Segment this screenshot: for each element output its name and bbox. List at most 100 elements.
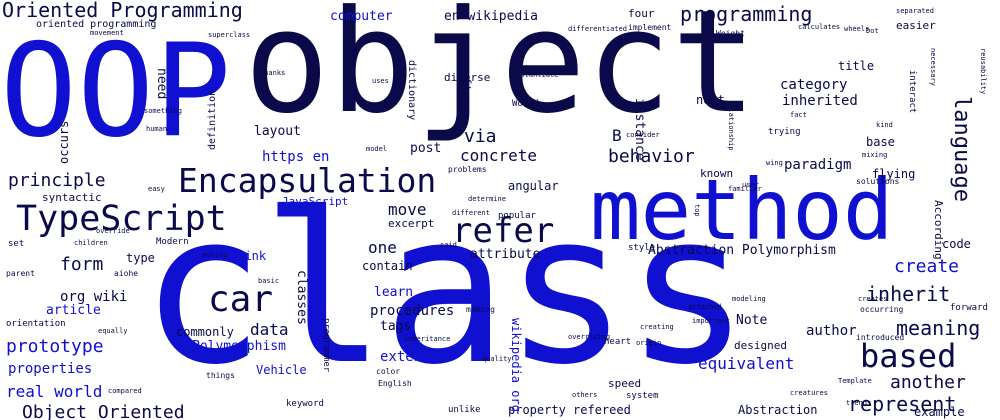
word-oop: OOP bbox=[0, 17, 232, 166]
word-data: data bbox=[250, 320, 289, 339]
word-computer: computer bbox=[330, 9, 393, 24]
word-definition: definition bbox=[207, 89, 218, 150]
word-attached: attached bbox=[688, 303, 722, 311]
word-via: via bbox=[464, 126, 497, 147]
word-programming: programming bbox=[680, 2, 813, 26]
word-https-en: https en bbox=[262, 149, 330, 165]
word-reusability: reusability bbox=[979, 48, 987, 95]
word-system: system bbox=[626, 391, 659, 401]
word-dot: Dot bbox=[866, 27, 879, 35]
word-represent: represent bbox=[848, 392, 957, 416]
word-unlike: unlike bbox=[448, 405, 481, 415]
word-instantiate: instantiate bbox=[512, 71, 559, 79]
word-flying: flying bbox=[872, 167, 916, 181]
word-user: user bbox=[742, 181, 759, 189]
word-introduced: introduced bbox=[856, 333, 905, 342]
word-moving: moving bbox=[202, 251, 228, 259]
word-template: Template bbox=[838, 377, 872, 385]
word-learn: learn bbox=[374, 285, 414, 300]
word-article: article bbox=[46, 303, 101, 318]
word-layout: layout bbox=[254, 124, 301, 139]
word-compared: compared bbox=[108, 387, 142, 395]
word-model: model bbox=[366, 145, 388, 153]
word-abstraction: Abstraction bbox=[738, 403, 818, 417]
word-syntactic: syntactic bbox=[42, 191, 102, 204]
word-abstraction-polymorphism: Abstraction Polymorphism bbox=[648, 243, 836, 258]
word-set: set bbox=[8, 239, 25, 249]
word-keyword: keyword bbox=[286, 399, 324, 409]
word-occurring: occurring bbox=[860, 305, 904, 314]
word-object-oriented: Object Oriented bbox=[22, 402, 185, 420]
word-aiohe: aiohe bbox=[114, 269, 139, 278]
word-angular: angular bbox=[508, 179, 559, 193]
word-example: example bbox=[914, 405, 965, 419]
word-commonly: commonly bbox=[176, 325, 234, 339]
word-category: category bbox=[780, 77, 848, 93]
word-procedures: procedures bbox=[370, 303, 455, 319]
word-english: English bbox=[378, 379, 412, 388]
word-creating: creating bbox=[640, 323, 674, 331]
word-relationship: relationship bbox=[727, 100, 735, 151]
word-another: another bbox=[890, 372, 966, 393]
word-designed: designed bbox=[734, 339, 787, 352]
word-real-world: real world bbox=[6, 382, 103, 401]
word-different: different bbox=[452, 209, 490, 217]
word-attribute: attribute bbox=[470, 247, 541, 262]
word-implement: implement bbox=[628, 23, 672, 32]
word-equivalent: equivalent bbox=[698, 354, 795, 373]
word-style: style bbox=[628, 243, 656, 253]
word-differentiated: differentiated bbox=[568, 25, 628, 33]
word-b: B bbox=[612, 126, 622, 145]
word-car: car bbox=[208, 279, 274, 320]
word-trends: trends bbox=[846, 399, 872, 407]
word-easier: easier bbox=[896, 19, 936, 32]
word-mixing: mixing bbox=[862, 151, 888, 159]
word-org-wiki: org wiki bbox=[60, 289, 128, 305]
word-title: title bbox=[838, 59, 875, 73]
word-inheritance: inheritance bbox=[404, 335, 451, 343]
word-oriented-programming-small: oriented programming bbox=[36, 19, 157, 30]
word-four: four bbox=[628, 7, 655, 20]
word-note: Note bbox=[736, 313, 768, 328]
word-typescript: TypeScript bbox=[16, 199, 227, 239]
word-consider: consider bbox=[626, 131, 660, 139]
word-prototype: prototype bbox=[6, 336, 104, 357]
word-tags: tags bbox=[380, 319, 412, 334]
word-separated: separated bbox=[896, 7, 934, 15]
word-important: important bbox=[692, 317, 730, 325]
word-creates: creates bbox=[858, 295, 888, 303]
word-equally: equally bbox=[98, 327, 128, 335]
word-property-refereed: property refereed bbox=[508, 403, 631, 417]
word-create: create bbox=[894, 256, 960, 277]
word-creatures: creatures bbox=[790, 389, 828, 397]
word-object: object bbox=[244, 0, 757, 145]
word-weight: Weight bbox=[716, 29, 745, 38]
word-modern: Modern bbox=[156, 237, 189, 247]
word-language: language bbox=[949, 96, 974, 202]
word-encapsulation: Encapsulation bbox=[178, 161, 437, 200]
word-wheels: wheels bbox=[844, 25, 870, 33]
word-said: said bbox=[440, 241, 457, 249]
word-human: human bbox=[146, 125, 168, 133]
word-speed: speed bbox=[608, 377, 642, 390]
word-children: children bbox=[74, 239, 108, 247]
word-necessary: necessary bbox=[929, 48, 937, 86]
word-behavior: behavior bbox=[608, 146, 695, 167]
word-something: something bbox=[144, 107, 182, 115]
word-overriding: overriding bbox=[568, 333, 611, 341]
word-quality: quality bbox=[482, 355, 512, 363]
word-need: need bbox=[154, 68, 169, 100]
word-properties: properties bbox=[8, 361, 93, 377]
word-others: others bbox=[572, 391, 598, 399]
word-wikipedia-org: wikipedia org bbox=[509, 318, 523, 412]
word-move: move bbox=[388, 200, 427, 219]
word-calculates: calculates bbox=[798, 23, 841, 31]
word-class: class bbox=[140, 169, 750, 411]
word-oriented-programming: Oriented Programming bbox=[2, 0, 243, 22]
word-javascript: JavaScript bbox=[282, 195, 349, 208]
word-trying: trying bbox=[768, 127, 801, 137]
word-classes: classes bbox=[294, 270, 309, 325]
word-polymorphism: Polymorphism bbox=[192, 339, 286, 354]
word-paradigm: paradigm bbox=[784, 157, 852, 173]
